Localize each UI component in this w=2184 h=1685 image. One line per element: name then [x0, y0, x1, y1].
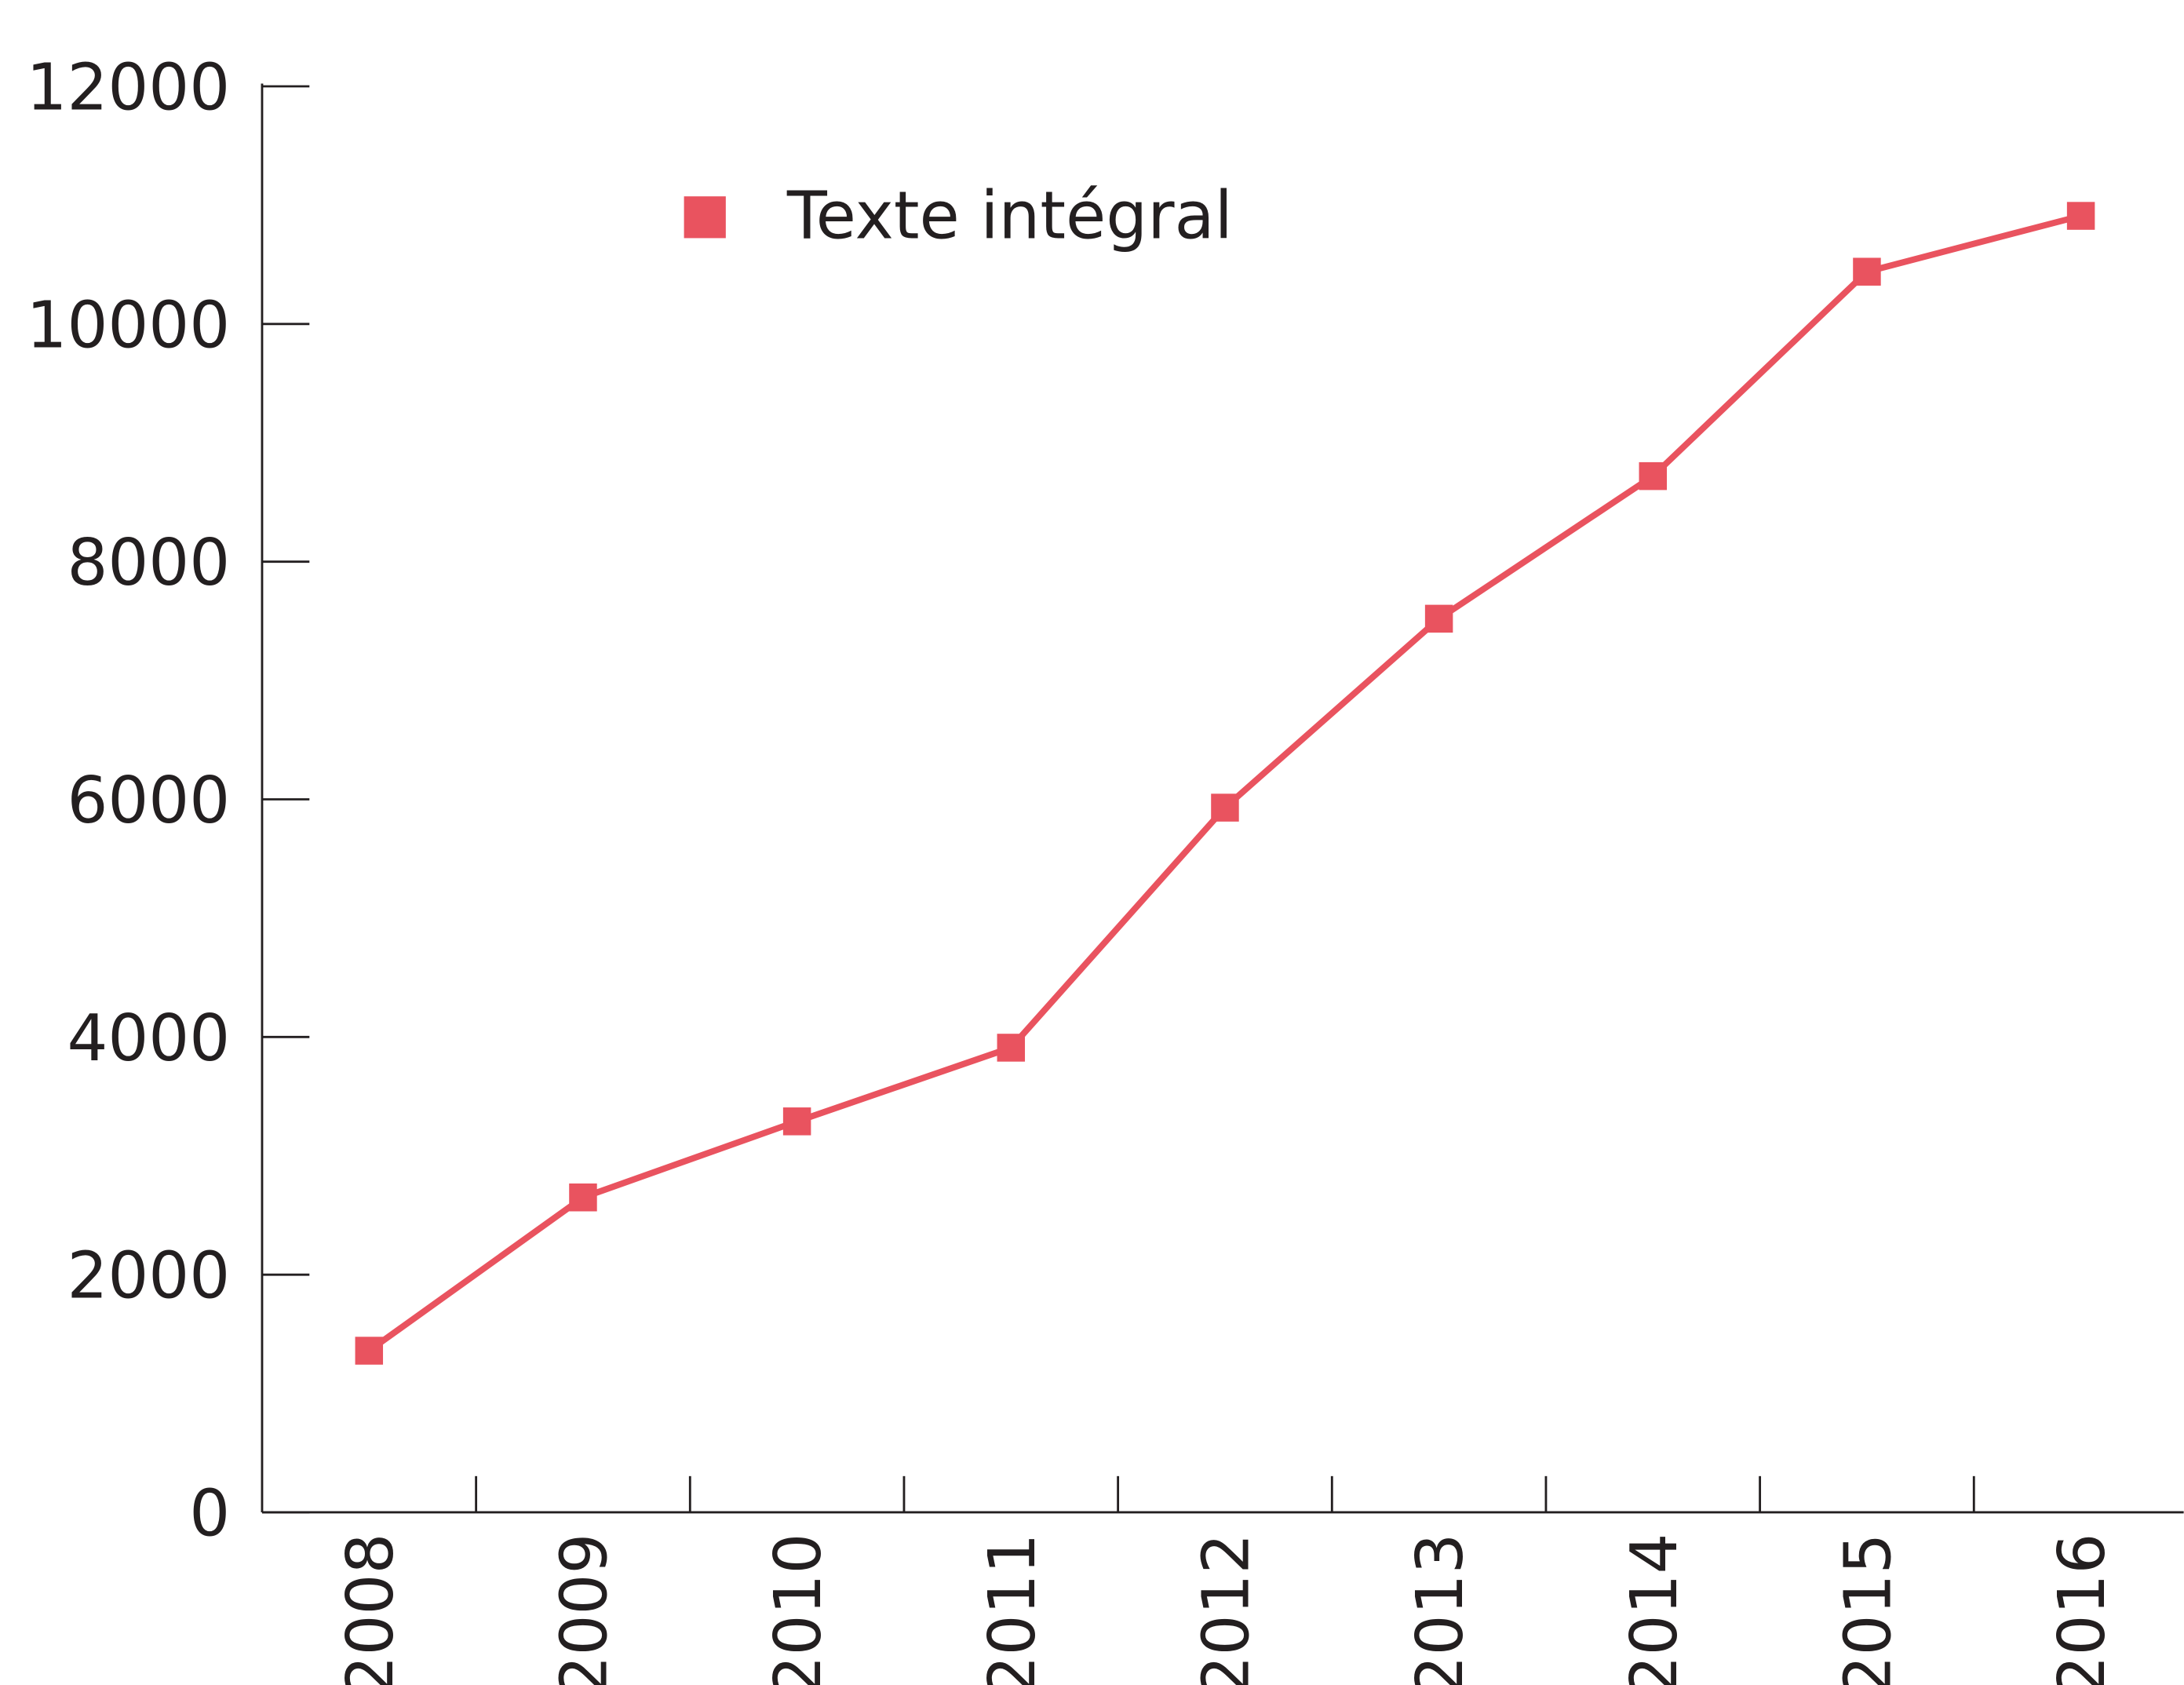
y-tick-label: 0 [189, 1477, 230, 1552]
x-tick-label: 2009 [548, 1534, 622, 1685]
data-point [782, 1107, 811, 1136]
x-tick-label: 2010 [761, 1534, 836, 1685]
x-tick-label: 2011 [975, 1534, 1050, 1685]
data-point [1853, 257, 1881, 286]
y-tick-label: 6000 [67, 764, 230, 838]
y-tick-label: 12000 [27, 51, 231, 126]
legend-marker [684, 196, 726, 239]
x-tick-label: 2016 [2045, 1534, 2120, 1685]
legend-label: Texte intégral [786, 177, 1233, 253]
y-tick-label: 4000 [67, 1001, 230, 1076]
x-tick-label: 2014 [1617, 1534, 1692, 1685]
data-point [997, 1034, 1026, 1062]
data-point [1424, 604, 1453, 633]
x-tick-label: 2012 [1190, 1534, 1264, 1685]
x-tick-label: 2015 [1831, 1534, 1905, 1685]
y-tick-label: 10000 [27, 288, 231, 363]
x-tick-label: 2013 [1403, 1534, 1478, 1685]
data-point [2066, 202, 2095, 230]
series-line [366, 213, 2082, 1354]
data-point [1211, 793, 1239, 822]
data-point [1639, 461, 1668, 491]
x-tick-label: 2008 [334, 1534, 408, 1685]
data-point [569, 1183, 597, 1212]
y-tick-label: 2000 [67, 1239, 230, 1314]
y-tick-label: 8000 [67, 526, 230, 600]
data-point [355, 1337, 384, 1365]
